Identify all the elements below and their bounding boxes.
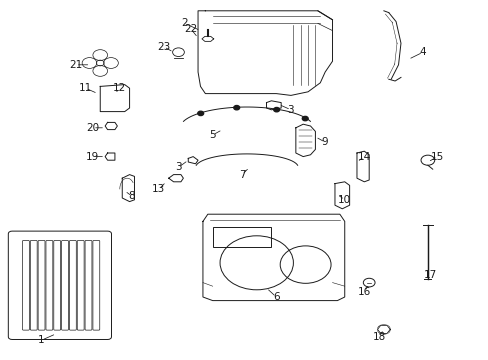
Polygon shape (105, 122, 117, 130)
Polygon shape (105, 153, 115, 160)
Polygon shape (377, 325, 389, 333)
Text: 16: 16 (357, 287, 370, 297)
Text: 23: 23 (157, 42, 170, 52)
Text: 5: 5 (209, 130, 216, 140)
Text: 7: 7 (238, 170, 245, 180)
Text: 12: 12 (113, 83, 126, 93)
Text: 22: 22 (183, 24, 197, 34)
Bar (212, 227, 271, 247)
Text: 21: 21 (69, 60, 82, 70)
Polygon shape (266, 101, 281, 110)
Polygon shape (295, 124, 315, 157)
Text: 4: 4 (419, 47, 426, 57)
Text: 2: 2 (181, 18, 188, 28)
Text: 10: 10 (338, 195, 350, 205)
Text: 18: 18 (371, 332, 385, 342)
Text: 14: 14 (357, 152, 370, 162)
Text: 6: 6 (272, 292, 279, 302)
Text: 15: 15 (430, 152, 444, 162)
Text: 8: 8 (128, 191, 135, 201)
Polygon shape (334, 182, 349, 209)
Text: 17: 17 (423, 270, 436, 280)
Text: 1: 1 (38, 335, 45, 345)
Text: 19: 19 (86, 152, 100, 162)
Polygon shape (122, 175, 134, 202)
Polygon shape (168, 175, 183, 182)
Text: 3: 3 (175, 162, 182, 172)
Polygon shape (100, 85, 129, 112)
Text: 11: 11 (79, 83, 92, 93)
Circle shape (233, 105, 239, 110)
Text: 9: 9 (321, 137, 328, 147)
Polygon shape (202, 36, 213, 41)
Circle shape (302, 116, 307, 121)
Text: 13: 13 (152, 184, 165, 194)
Circle shape (273, 108, 279, 112)
Polygon shape (356, 151, 368, 182)
Circle shape (197, 111, 203, 116)
Text: 20: 20 (86, 123, 99, 133)
Text: 3: 3 (287, 105, 294, 115)
Polygon shape (188, 157, 198, 164)
